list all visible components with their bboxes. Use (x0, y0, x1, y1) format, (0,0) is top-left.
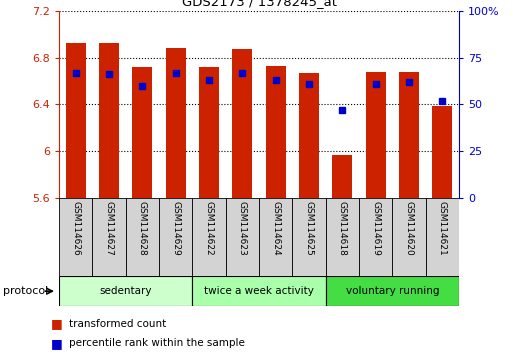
Text: GSM114621: GSM114621 (438, 201, 447, 255)
Text: GSM114627: GSM114627 (105, 201, 113, 255)
Bar (259, 198, 292, 276)
Bar (159, 198, 192, 276)
Bar (366, 72, 386, 198)
Text: voluntary running: voluntary running (346, 286, 439, 296)
Bar (399, 72, 419, 198)
Bar (332, 155, 352, 198)
Text: ■: ■ (51, 337, 63, 350)
Text: transformed count: transformed count (69, 319, 167, 329)
Text: protocol: protocol (3, 286, 48, 296)
Bar (59, 198, 92, 276)
Bar (192, 276, 326, 306)
Bar (99, 44, 119, 198)
Text: twice a week activity: twice a week activity (204, 286, 314, 296)
Bar (59, 276, 192, 306)
Bar (126, 198, 159, 276)
Text: GSM114624: GSM114624 (271, 201, 280, 255)
Text: GSM114625: GSM114625 (305, 201, 313, 255)
Bar (392, 198, 426, 276)
Text: GSM114618: GSM114618 (338, 201, 347, 256)
Text: GSM114626: GSM114626 (71, 201, 80, 255)
Text: GSM114623: GSM114623 (238, 201, 247, 255)
Bar (132, 67, 152, 198)
Text: sedentary: sedentary (100, 286, 152, 296)
Bar (326, 276, 459, 306)
Bar (426, 198, 459, 276)
Text: GSM114628: GSM114628 (138, 201, 147, 255)
Text: GSM114622: GSM114622 (205, 201, 213, 255)
Text: GSM114629: GSM114629 (171, 201, 180, 255)
Bar (166, 48, 186, 198)
Bar (66, 44, 86, 198)
Bar (432, 105, 452, 198)
Bar (326, 198, 359, 276)
Bar (292, 198, 326, 276)
Bar (266, 66, 286, 198)
Bar (359, 198, 392, 276)
Bar (92, 198, 126, 276)
Text: GSM114619: GSM114619 (371, 201, 380, 256)
Bar (232, 49, 252, 198)
Bar (299, 73, 319, 198)
Text: percentile rank within the sample: percentile rank within the sample (69, 338, 245, 348)
Text: ■: ■ (51, 318, 63, 330)
Text: GSM114620: GSM114620 (405, 201, 413, 255)
Bar (192, 198, 226, 276)
Bar (226, 198, 259, 276)
Title: GDS2173 / 1378245_at: GDS2173 / 1378245_at (182, 0, 337, 8)
Bar (199, 67, 219, 198)
